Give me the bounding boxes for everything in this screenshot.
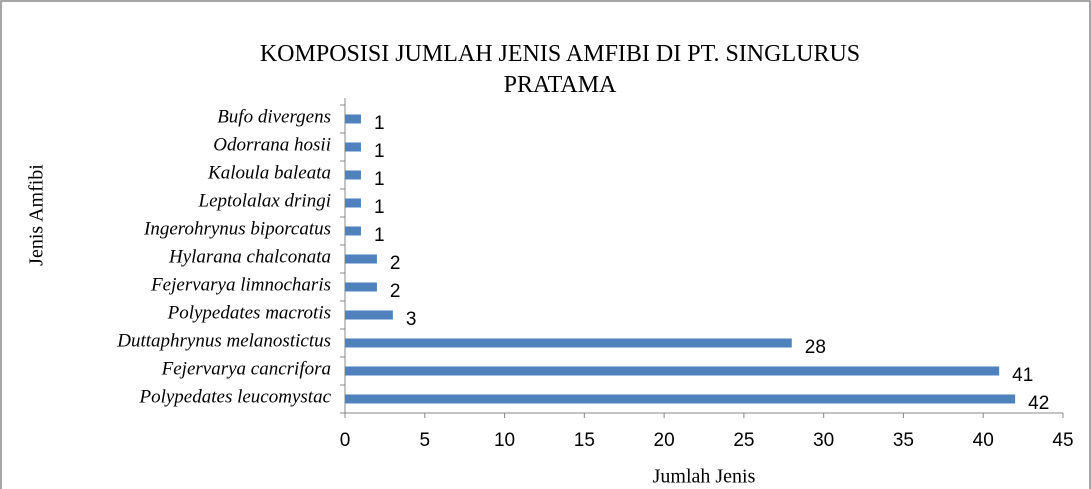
x-tick-label: 20 [654,430,675,451]
bar [345,198,361,208]
bar [345,338,792,348]
x-tick-label: 25 [733,430,754,451]
value-label: 1 [374,169,385,190]
x-tick-label: 5 [419,430,430,451]
y-tick-label: Bufo divergens [217,106,331,127]
y-tick-label: Odorrana hosii [213,134,331,155]
y-tick-label: Duttaphrynus melanostictus [116,330,331,351]
value-label: 1 [374,113,385,134]
value-label: 41 [1012,365,1033,386]
bar [345,366,1000,376]
y-tick-label: Polypedates leucomystac [138,386,331,407]
y-tick-label: Polypedates macrotis [167,302,331,323]
value-label: 42 [1028,393,1049,414]
bar [345,170,361,180]
y-tick-label: Hylarana chalconata [168,246,331,267]
x-tick-label: 30 [813,430,834,451]
value-label: 1 [374,141,385,162]
bar [345,394,1016,404]
x-tick-label: 40 [973,430,994,451]
y-tick-label: Fejervarya limnocharis [150,274,331,295]
value-label: 1 [374,225,385,246]
bar [345,114,361,124]
bar [345,226,361,236]
value-label: 2 [390,281,401,302]
x-tick-label: 15 [574,430,595,451]
x-axis-label: Jumlah Jenis [653,466,756,488]
y-tick-label: Fejervarya cancrifora [161,358,331,379]
chart-title: KOMPOSISI JUMLAH JENIS AMFIBI DI PT. SIN… [260,41,860,98]
value-label: 1 [374,197,385,218]
y-tick-label: Kaloula baleata [207,162,331,183]
value-label: 28 [805,337,826,358]
y-tick-label: Leptolalax dringi [198,190,331,211]
x-tick-label: 10 [494,430,515,451]
value-label: 3 [406,309,417,330]
x-tick-label: 45 [1052,430,1073,451]
y-tick-label: Ingerohrynus biporcatus [143,218,331,239]
bar [345,282,377,292]
bar [345,254,377,264]
x-tick-label: 0 [340,430,351,451]
bar [345,310,393,320]
y-axis-label: Jenis Amfibi [26,164,48,266]
x-tick-label: 35 [893,430,914,451]
bar [345,142,361,152]
value-label: 2 [390,253,401,274]
